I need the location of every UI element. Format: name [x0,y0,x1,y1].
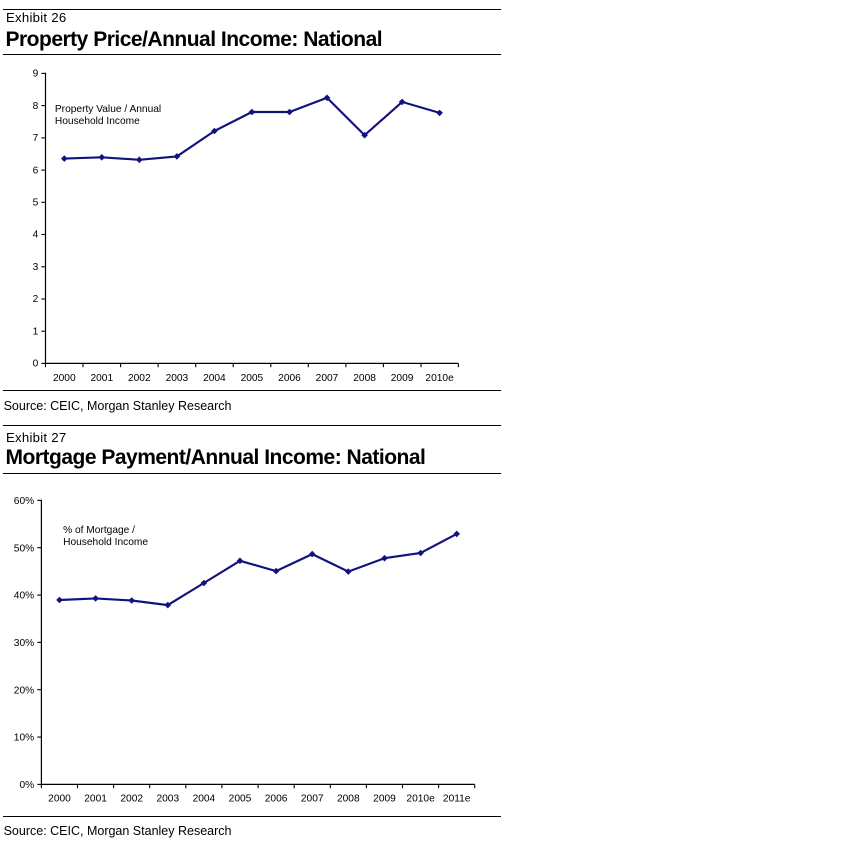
svg-text:10%: 10% [14,733,34,744]
svg-text:2001: 2001 [84,793,107,804]
svg-text:2000: 2000 [48,793,71,804]
svg-text:2011e: 2011e [443,793,471,804]
svg-text:2006: 2006 [265,793,288,804]
svg-text:2002: 2002 [128,373,151,384]
svg-text:2007: 2007 [301,793,324,804]
svg-text:30%: 30% [14,638,34,649]
svg-text:0%: 0% [19,780,34,791]
svg-text:2003: 2003 [156,793,179,804]
svg-text:2010e: 2010e [406,793,435,804]
svg-text:Household Income: Household Income [55,116,140,127]
svg-text:2008: 2008 [353,373,376,384]
svg-text:6: 6 [33,165,39,176]
svg-text:40%: 40% [14,591,34,602]
svg-text:7: 7 [33,133,39,144]
svg-text:2003: 2003 [166,373,189,384]
svg-text:3: 3 [33,262,39,273]
svg-text:0: 0 [33,359,39,370]
svg-text:2007: 2007 [316,373,339,384]
svg-text:8: 8 [33,101,39,112]
svg-text:2005: 2005 [229,793,252,804]
svg-text:50%: 50% [14,543,34,554]
svg-text:2006: 2006 [278,373,301,384]
svg-text:60%: 60% [14,496,34,507]
svg-text:2005: 2005 [241,373,264,384]
svg-text:2009: 2009 [373,793,396,804]
svg-text:5: 5 [33,198,39,209]
svg-text:2004: 2004 [193,793,216,804]
svg-text:2002: 2002 [120,793,143,804]
svg-text:2001: 2001 [90,373,113,384]
svg-text:Household Income: Household Income [63,537,148,548]
svg-text:2004: 2004 [203,373,226,384]
svg-text:2010e: 2010e [425,373,454,384]
svg-text:4: 4 [33,230,39,241]
svg-text:2009: 2009 [391,373,414,384]
svg-text:2: 2 [33,294,39,305]
svg-text:2008: 2008 [337,793,360,804]
svg-text:% of Mortgage /: % of Mortgage / [63,525,135,536]
svg-text:20%: 20% [14,685,34,696]
svg-text:Property Value / Annual: Property Value / Annual [55,104,161,115]
svg-text:9: 9 [33,69,39,80]
svg-text:2000: 2000 [53,373,76,384]
svg-text:1: 1 [33,326,39,337]
